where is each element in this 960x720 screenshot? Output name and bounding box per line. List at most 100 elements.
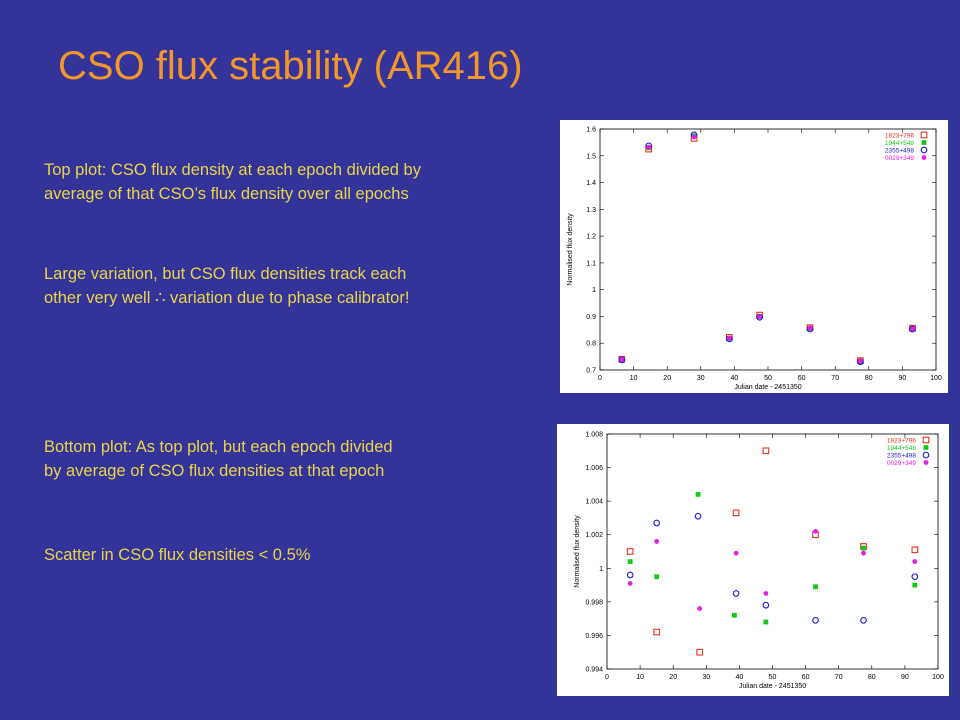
legend-label: 2355+498 <box>887 453 916 460</box>
data-point <box>861 545 866 551</box>
legend-label: 2355+498 <box>885 148 914 155</box>
top-plot-description: Top plot: CSO flux density at each epoch… <box>44 158 421 206</box>
data-point <box>762 601 770 609</box>
x-tick-label: 30 <box>702 674 710 681</box>
text-line: Bottom plot: As top plot, but each epoch… <box>44 438 393 456</box>
bottom-flux-chart: 0 10 20 30 40 50 60 70 80 90 100 0.994 0.996 0.998 1 1.… <box>574 432 944 691</box>
data-point <box>732 612 737 618</box>
y-tick-label: 1.3 <box>586 207 596 214</box>
x-tick-label: 70 <box>831 375 839 382</box>
y-tick-label: 0.9 <box>586 314 596 321</box>
x-tick-label: 90 <box>901 674 909 681</box>
data-point <box>695 492 701 497</box>
data-point <box>619 357 625 362</box>
legend-label: 1944+548 <box>885 140 914 147</box>
y-axis-label: Normalised flux density <box>567 213 574 286</box>
data-point <box>920 146 928 154</box>
y-tick-label: 1.6 <box>586 127 596 134</box>
y-tick-label: 1.004 <box>585 499 603 506</box>
data-point <box>922 451 930 459</box>
data-point <box>922 436 930 444</box>
data-point <box>646 144 652 150</box>
x-tick-label: 70 <box>835 674 843 681</box>
slide-title: CSO flux stability (AR416) <box>58 44 523 88</box>
y-tick-label: 0.998 <box>585 599 603 606</box>
y-tick-label: 1.2 <box>586 234 596 241</box>
x-tick-label: 100 <box>932 674 944 681</box>
data-point <box>626 571 634 579</box>
x-tick-label: 80 <box>868 674 876 681</box>
y-tick-label: 1.5 <box>586 153 596 160</box>
legend-label: 1823+796 <box>887 438 916 445</box>
data-point <box>654 539 660 544</box>
data-point <box>697 606 703 611</box>
legend-label: 0029+349 <box>887 460 916 467</box>
x-tick-label: 10 <box>636 674 644 681</box>
data-point <box>921 155 927 160</box>
x-tick-label: 20 <box>663 375 671 382</box>
data-point <box>812 616 819 624</box>
x-tick-label: 50 <box>764 375 772 382</box>
x-tick-label: 40 <box>736 674 744 681</box>
scatter-note: Scatter in CSO flux densities < 0.5% <box>44 543 310 567</box>
data-point <box>732 509 740 517</box>
data-point <box>909 325 916 333</box>
x-tick-label: 0 <box>605 674 609 681</box>
legend-label: 0029+349 <box>885 155 914 162</box>
y-tick-label: 1.008 <box>585 432 603 439</box>
y-tick-label: 1.1 <box>586 260 596 267</box>
y-tick-label: 1.006 <box>585 465 603 472</box>
legend-label: 1823+796 <box>885 133 914 140</box>
data-point <box>763 591 769 596</box>
bottom-plot-panel: 0 10 20 30 40 50 60 70 80 90 100 0.994 0.996 0.998 1 1.… <box>557 424 949 696</box>
x-axis-label: Julian date - 2451350 <box>739 683 806 690</box>
data-point <box>733 550 739 556</box>
y-tick-label: 1 <box>592 287 596 294</box>
text-line: Scatter in CSO flux densities < 0.5% <box>44 546 311 564</box>
data-point <box>654 574 660 580</box>
data-point <box>627 580 633 586</box>
data-point <box>691 134 697 140</box>
plot-frame <box>599 128 937 371</box>
bottom-plot-description: Bottom plot: As top plot, but each epoch… <box>44 435 393 483</box>
data-point <box>911 573 919 581</box>
data-point <box>910 326 915 332</box>
text-line: Large variation, but CSO flux densities … <box>44 265 407 283</box>
plot-frame <box>606 433 939 670</box>
text-line: by average of CSO flux densities at that… <box>44 462 385 480</box>
data-point <box>627 559 633 564</box>
data-point <box>763 619 769 625</box>
x-tick-label: 100 <box>930 375 942 382</box>
y-tick-label: 0.996 <box>585 633 603 640</box>
data-point <box>653 628 660 636</box>
y-tick-label: 0.994 <box>585 667 603 674</box>
y-tick-label: 0.8 <box>586 341 596 348</box>
data-point <box>653 519 660 527</box>
data-point <box>920 131 928 139</box>
x-tick-label: 40 <box>731 375 739 382</box>
data-point <box>912 582 918 588</box>
x-tick-label: 60 <box>802 674 810 681</box>
legend-label: 1944+548 <box>887 445 916 452</box>
text-line: other very well ∴ variation due to phase… <box>44 289 410 307</box>
data-point <box>813 528 818 534</box>
y-tick-label: 1 <box>599 566 603 573</box>
x-tick-label: 90 <box>899 375 907 382</box>
y-tick-label: 1.4 <box>586 180 596 187</box>
data-point <box>911 546 919 554</box>
x-tick-label: 50 <box>769 674 777 681</box>
x-axis-label: Julian date - 2451350 <box>734 384 801 391</box>
y-axis-label: Normalised flux density <box>574 515 581 588</box>
y-tick-label: 0.7 <box>586 368 596 375</box>
data-point <box>618 356 626 364</box>
data-point <box>732 590 740 597</box>
data-point <box>912 559 918 564</box>
top-flux-chart: 0 10 20 30 40 50 60 70 80 90 100 0.7 0.8 0.9 1 1.1 1.2 1.… <box>567 127 942 392</box>
x-tick-label: 60 <box>798 375 806 382</box>
x-tick-label: 30 <box>697 375 705 382</box>
data-point <box>696 648 704 656</box>
data-point <box>860 616 867 624</box>
text-line: Top plot: CSO flux density at each epoch… <box>44 161 421 179</box>
data-point <box>861 550 866 556</box>
data-point <box>813 584 818 590</box>
